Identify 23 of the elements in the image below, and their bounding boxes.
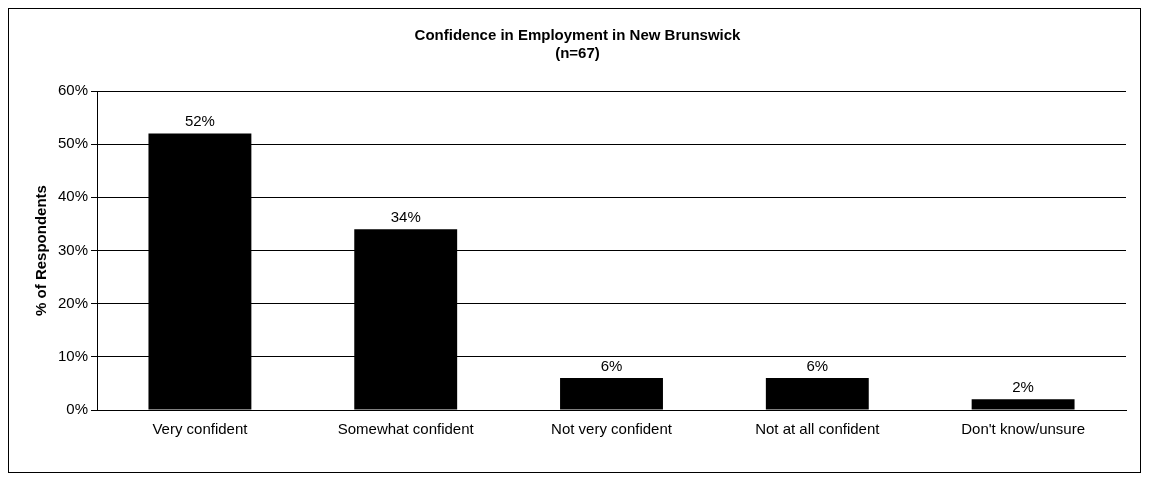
y-tick-label: 50%	[57, 134, 89, 152]
chart-title: Confidence in Employment in New Brunswick	[414, 26, 742, 44]
y-tick-label: 30%	[57, 240, 89, 258]
y-tick-label: 60%	[57, 81, 89, 99]
x-tick-label: Not at all confident	[755, 420, 881, 438]
chart-subtitle: (n=67)	[555, 44, 600, 62]
x-tick-label: Somewhat confident	[337, 420, 475, 438]
bar	[765, 378, 869, 410]
data-label: 34%	[390, 207, 421, 225]
bar	[560, 378, 663, 410]
data-label: 6%	[806, 356, 829, 374]
y-axis-title: % of Respondents	[32, 185, 50, 316]
y-tick-label: 40%	[57, 187, 89, 205]
bar	[971, 399, 1075, 410]
y-tick-label: 10%	[57, 346, 89, 364]
y-tick-label: 0%	[66, 400, 89, 418]
x-tick-label: Don't know/unsure	[961, 420, 1085, 438]
data-label: 52%	[184, 112, 215, 130]
x-tick-label: Not very confident	[551, 420, 673, 438]
x-tick-label: Very confident	[152, 420, 249, 438]
data-label: 2%	[1012, 378, 1034, 396]
data-label: 6%	[600, 356, 623, 374]
y-tick-label: 20%	[57, 293, 89, 311]
